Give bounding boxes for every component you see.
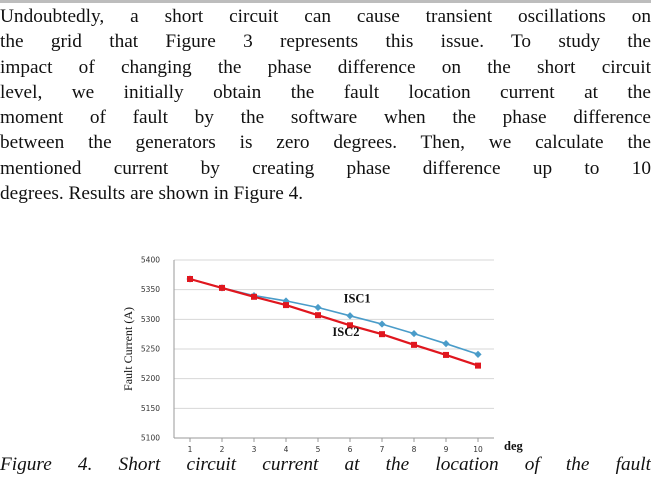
- series-label-isc2: ISC2: [332, 325, 359, 339]
- point-isc2: [347, 322, 353, 329]
- point-isc2: [187, 275, 193, 282]
- axes: [173, 260, 494, 442]
- x-tick-label: 9: [444, 445, 449, 454]
- point-isc1: [378, 320, 386, 328]
- x-tick-label: 7: [380, 445, 385, 454]
- paragraph-line-2: the grid that Figure 3 represents this i…: [0, 31, 651, 53]
- x-axis-title: deg: [504, 439, 524, 453]
- series-label-isc1: ISC1: [344, 292, 371, 306]
- point-isc1: [474, 350, 482, 358]
- x-tick-label: 1: [188, 445, 193, 454]
- point-isc2: [443, 351, 449, 358]
- point-isc1: [410, 329, 418, 338]
- paragraph-line-5: moment of fault by the software when the…: [0, 107, 651, 129]
- x-tick-label: 3: [252, 445, 257, 454]
- y-axis-title: Fault Current (A): [121, 307, 135, 391]
- y-tick-label: 5250: [141, 345, 160, 354]
- point-isc1: [314, 303, 322, 312]
- y-tick-label: 5400: [141, 256, 160, 265]
- paragraph-line-1: Undoubtedly, a short circuit can cause t…: [0, 6, 651, 27]
- x-tick-label: 6: [348, 445, 353, 454]
- series-line-isc2: [189, 277, 479, 367]
- point-isc2: [411, 341, 417, 348]
- labels: 5100 5150 5200 5250 5300 5350 5400 1 2 3 4 5 6 7 8 9 10 I…: [121, 256, 524, 455]
- paragraph-line-7: mentioned current by creating phase diff…: [0, 157, 651, 179]
- series-layer: [186, 275, 482, 369]
- body-paragraph: Undoubtedly, a short circuit can cause t…: [0, 4, 651, 206]
- y-tick-label: 5350: [141, 285, 160, 294]
- point-isc2: [475, 362, 481, 369]
- x-tick-label: 5: [316, 445, 321, 454]
- point-isc1: [282, 297, 290, 305]
- y-tick-label: 5150: [141, 404, 160, 413]
- point-isc2: [219, 284, 225, 291]
- x-tick-label: 10: [473, 445, 483, 454]
- paragraph-line-6: between the generators is zero degrees. …: [0, 132, 651, 154]
- x-tick-label: 4: [284, 445, 289, 454]
- y-tick-label: 5100: [141, 434, 160, 443]
- paragraph-line-3: impact of changing the phase difference …: [0, 56, 651, 78]
- point-isc2: [283, 302, 289, 309]
- top-rule: [0, 0, 651, 3]
- x-tick-label: 8: [412, 445, 417, 454]
- y-tick-label: 5200: [141, 374, 160, 383]
- point-isc2: [315, 312, 321, 319]
- paragraph-line-4: level, we initially obtain the fault loc…: [0, 81, 651, 103]
- figure-caption: Figure 4. Short circuit current at the l…: [0, 454, 651, 475]
- point-isc1: [346, 312, 354, 320]
- paragraph-line-8: degrees. Results are shown in Figure 4.: [0, 183, 304, 205]
- point-isc2: [251, 293, 257, 300]
- point-isc2: [379, 331, 385, 338]
- y-tick-label: 5300: [141, 315, 160, 324]
- point-isc1: [442, 340, 450, 348]
- x-tick-label: 2: [220, 445, 225, 454]
- fault-current-chart: 5100 5150 5200 5250 5300 5350 5400 1 2 3 4 5 6 7 8 9 10 I…: [121, 256, 524, 455]
